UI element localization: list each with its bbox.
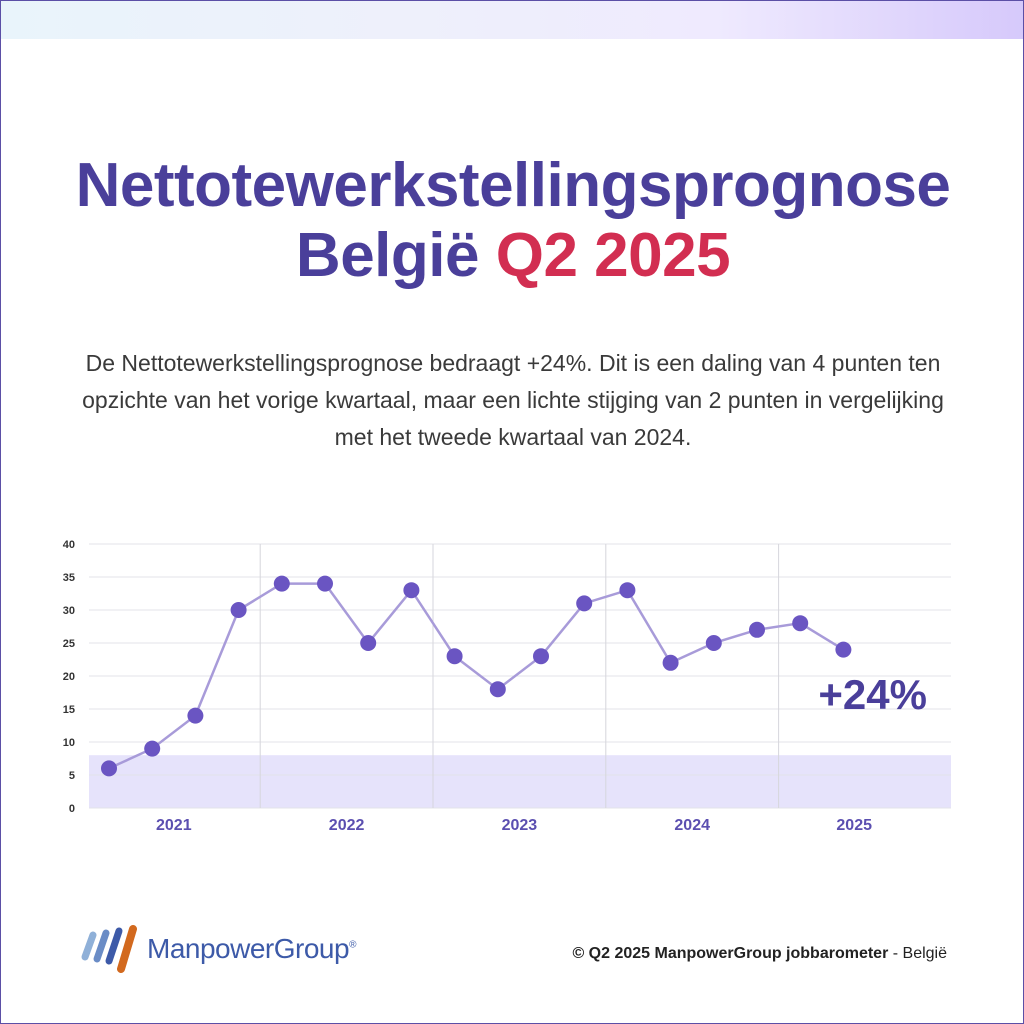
x-year-label: 2024 xyxy=(674,817,710,834)
top-gradient-band xyxy=(1,1,1023,39)
data-point xyxy=(533,648,549,665)
annotation-label: +24% xyxy=(818,671,927,718)
registered-mark: ® xyxy=(349,939,356,951)
y-tick-label: 30 xyxy=(63,605,75,617)
data-point xyxy=(619,582,636,599)
copyright-country: - België xyxy=(888,945,947,962)
y-tick-label: 5 xyxy=(69,770,75,782)
x-year-label: 2025 xyxy=(836,817,872,834)
y-tick-label: 20 xyxy=(63,671,75,683)
data-point xyxy=(489,681,506,698)
y-tick-label: 0 xyxy=(69,803,75,815)
data-point xyxy=(360,635,377,651)
x-year-label: 2023 xyxy=(502,817,538,834)
y-tick-label: 10 xyxy=(63,737,75,749)
description-text: De Nettotewerkstellingsprognose bedraagt… xyxy=(82,350,944,450)
title-country: België xyxy=(295,221,480,290)
data-point xyxy=(273,575,290,592)
page-title: Nettotewerkstellingsprognose België Q2 2… xyxy=(1,151,1024,291)
title-quarter: Q2 2025 xyxy=(495,221,731,290)
data-point xyxy=(662,654,679,671)
data-point xyxy=(576,595,593,612)
x-year-label: 2021 xyxy=(156,817,192,834)
y-tick-label: 25 xyxy=(63,638,75,650)
data-point xyxy=(317,575,333,592)
data-point xyxy=(144,740,161,757)
data-point xyxy=(705,635,722,651)
data-point xyxy=(835,641,852,658)
brand-name: ManpowerGroup® xyxy=(147,933,356,965)
y-tick-label: 40 xyxy=(63,539,75,551)
data-point xyxy=(792,615,809,632)
data-point xyxy=(101,760,117,777)
y-tick-label: 35 xyxy=(63,572,75,584)
title-line-2: België Q2 2025 xyxy=(1,221,1024,291)
y-tick-label: 15 xyxy=(63,704,75,716)
data-point xyxy=(403,582,420,599)
data-point xyxy=(749,621,765,638)
copyright-credit: © Q2 2025 ManpowerGroup jobbarometer - B… xyxy=(572,945,947,963)
data-point xyxy=(187,707,204,724)
data-point xyxy=(230,602,247,618)
brand-name-text: ManpowerGroup xyxy=(147,933,350,964)
manpowergroup-logo: ManpowerGroup® xyxy=(77,921,377,977)
x-year-label: 2022 xyxy=(329,817,365,834)
shaded-band xyxy=(89,755,951,808)
data-point xyxy=(446,648,463,665)
manpowergroup-logo-icon xyxy=(81,925,137,973)
title-line-1: Nettotewerkstellingsprognose xyxy=(75,151,951,220)
copyright-bold: © Q2 2025 ManpowerGroup jobbarometer xyxy=(572,945,889,962)
